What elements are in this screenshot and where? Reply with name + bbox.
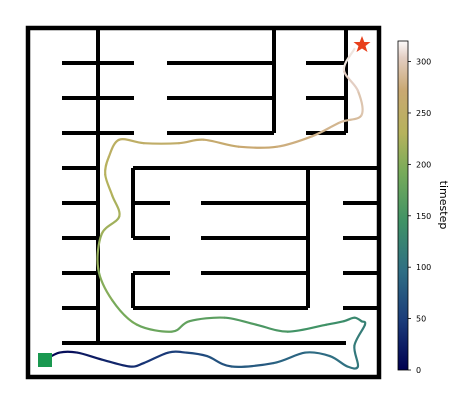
colorbar-tick-label: 100	[416, 263, 431, 272]
trajectory-segment	[272, 351, 307, 365]
trajectory-segment	[276, 135, 314, 148]
trajectory-segment	[142, 351, 170, 365]
trajectory-segment	[339, 114, 363, 124]
trajectory-segment	[304, 351, 331, 358]
trajectory-segment	[135, 323, 174, 333]
trajectory-segment	[167, 350, 188, 354]
trajectory-segment	[170, 320, 191, 333]
trajectory-segment	[353, 316, 363, 323]
trajectory-segment	[184, 351, 209, 358]
trajectory-segment	[58, 350, 79, 354]
colorbar-tick-label: 50	[416, 315, 426, 324]
maze-walls	[25, 25, 382, 380]
trajectory-segment	[325, 320, 345, 326]
trajectory-segment	[356, 89, 364, 117]
trajectory-segment	[118, 138, 145, 145]
trajectory-segment	[205, 354, 233, 368]
trajectory-segment	[353, 323, 367, 347]
trajectory-segment	[328, 354, 349, 368]
trajectory-segment	[230, 361, 275, 368]
trajectory	[44, 47, 367, 370]
trajectory-segment	[128, 361, 145, 368]
trajectory-segment	[223, 316, 258, 326]
trajectory-segment	[111, 194, 121, 218]
colorbar-ticks: 0 50 100 150 200 250 300	[408, 58, 431, 375]
trajectory-segment	[346, 365, 360, 370]
trajectory-segment	[286, 323, 328, 333]
trajectory-segment	[111, 299, 138, 326]
colorbar-gradient	[397, 40, 409, 371]
trajectory-segment	[311, 121, 342, 138]
trajectory-segment	[96, 232, 103, 270]
trajectory-segment	[97, 267, 114, 302]
trajectory-segment	[100, 215, 121, 236]
trajectory-segment	[177, 138, 205, 145]
trajectory-segment	[188, 316, 226, 323]
trajectory-segment	[342, 47, 356, 71]
start-marker	[38, 353, 52, 367]
trajectory-segment	[100, 358, 131, 368]
goal-marker	[353, 36, 371, 52]
trajectory-segment	[353, 344, 360, 368]
colorbar-tick-label: 150	[416, 212, 431, 221]
colorbar-tick-label: 200	[416, 160, 431, 169]
trajectory-segment	[104, 173, 114, 197]
trajectory-segment	[107, 138, 121, 159]
trajectory-segment	[237, 145, 279, 149]
colorbar-tick-label: 250	[416, 109, 431, 118]
trajectory-segment	[342, 68, 360, 92]
trajectory-segment	[104, 156, 110, 176]
trajectory-segment	[342, 316, 356, 323]
trajectory-segment	[76, 351, 103, 361]
colorbar-tick-label: 300	[416, 58, 431, 67]
colorbar-tick-label: 0	[416, 366, 421, 375]
trajectory-segment	[202, 138, 240, 148]
colorbar-label: timestep	[437, 181, 450, 230]
trajectory-segment	[255, 323, 289, 333]
colorbar: 0 50 100 150 200 250 300 timestep	[397, 40, 450, 375]
